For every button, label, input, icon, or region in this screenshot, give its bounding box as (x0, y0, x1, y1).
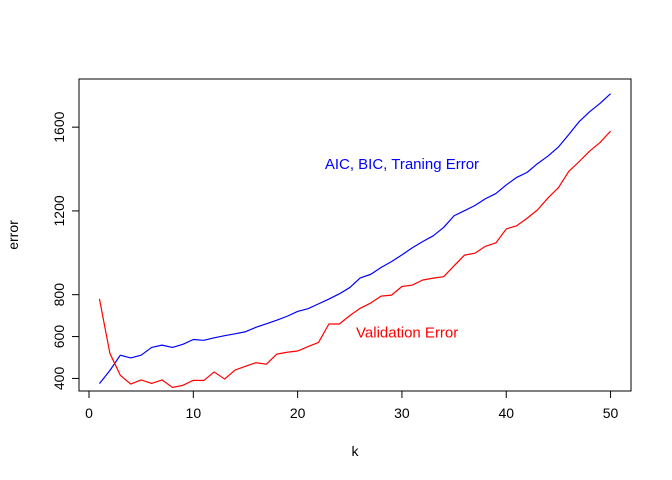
annotation-1: AIC, BIC, Traning Error (325, 156, 479, 173)
x-tick-label: 50 (603, 405, 619, 421)
y-tick-label: 1200 (51, 195, 67, 226)
x-tick-label: 20 (290, 405, 306, 421)
x-axis-title: k (352, 443, 360, 459)
series-line-2 (98, 130, 612, 389)
plot-box (78, 78, 632, 392)
y-tick-label: 600 (51, 325, 67, 349)
x-tick-label: 0 (85, 405, 93, 421)
series-line-1 (98, 93, 611, 385)
x-tick-label: 40 (498, 405, 514, 421)
series-layer (98, 93, 612, 389)
y-tick-label: 800 (51, 283, 67, 307)
y-axis: 400 600 800 1200 1600 (51, 111, 80, 391)
annotation-layer: AIC, BIC, Traning Error Validation Error (325, 156, 479, 341)
x-tick-label: 30 (394, 405, 410, 421)
y-tick-label: 1600 (51, 111, 67, 142)
x-tick-label: 10 (186, 405, 202, 421)
x-axis: 0 10 20 30 40 50 (85, 390, 619, 421)
y-tick-label: 400 (51, 367, 67, 391)
y-axis-title: error (5, 220, 21, 250)
annotation-2: Validation Error (356, 324, 458, 341)
